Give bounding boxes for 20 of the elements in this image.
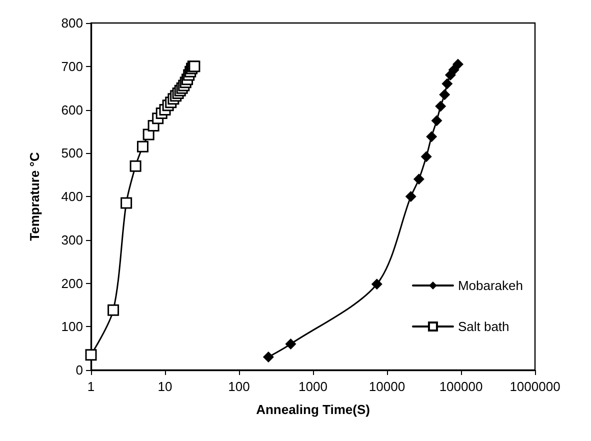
legend-label: Mobarakeh <box>458 278 524 293</box>
x-tick-label: 1000 <box>298 379 328 394</box>
y-tick-label: 500 <box>61 146 83 161</box>
x-tick-label: 1000000 <box>510 379 560 394</box>
x-tick-label: 10000 <box>368 379 406 394</box>
y-tick-label: 800 <box>61 16 83 30</box>
y-tick-label: 100 <box>61 319 83 334</box>
x-tick-label: 10 <box>158 379 172 394</box>
legend-label: Salt bath <box>458 319 510 334</box>
x-tick-label: 100000 <box>439 379 483 394</box>
x-tick-label: 1 <box>87 379 95 394</box>
y-tick-label: 200 <box>61 276 83 291</box>
y-tick-label: 600 <box>61 102 83 118</box>
x-tick-label: 100 <box>228 379 250 394</box>
x-axis-title: Annealing Time(S) <box>256 402 370 417</box>
y-tick-label: 700 <box>61 58 83 74</box>
y-tick-label: 400 <box>61 189 83 204</box>
y-axis-title: Temprature °C <box>27 152 42 241</box>
y-tick-label: 0 <box>76 362 83 378</box>
y-tick-label: 300 <box>61 232 83 248</box>
